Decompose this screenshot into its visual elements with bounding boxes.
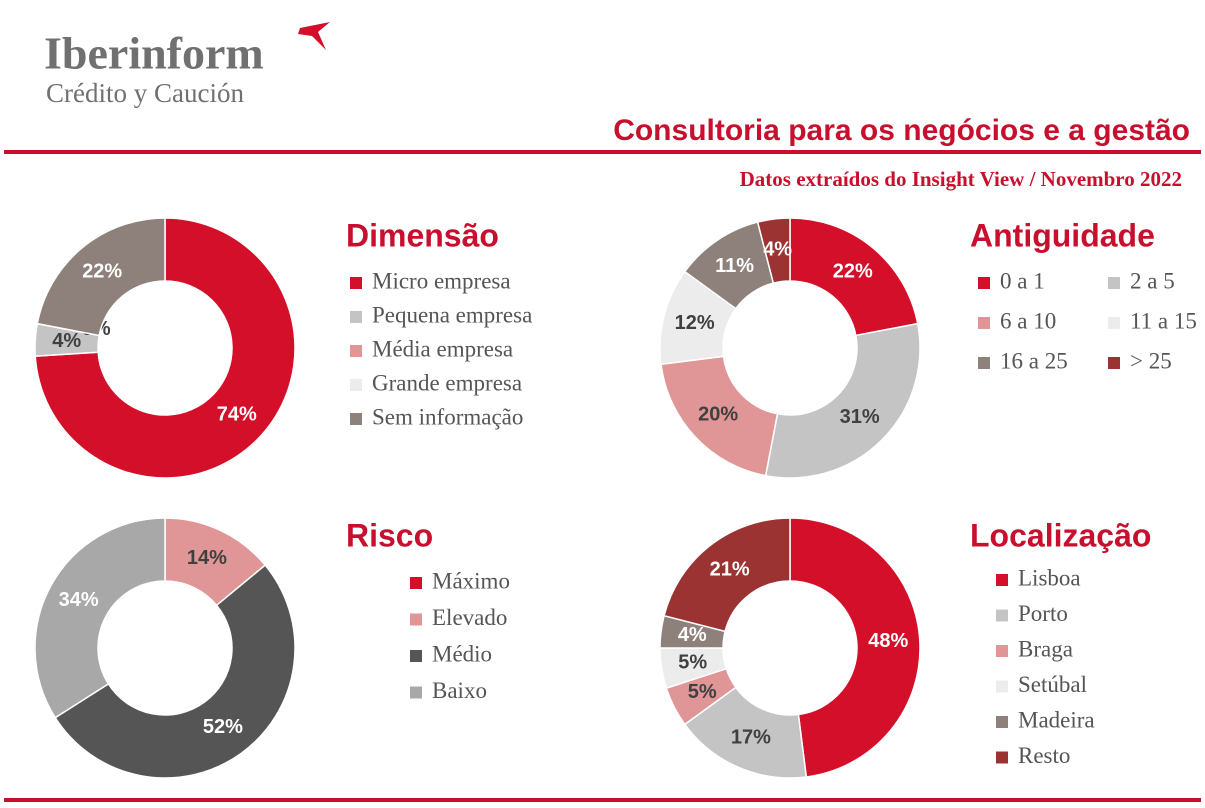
data-label: 5% — [688, 681, 717, 703]
legend-swatch — [978, 277, 990, 289]
donut-slice — [789, 517, 921, 778]
legend-label: Pequena empresa — [372, 302, 532, 327]
legend-label: Máximo — [432, 568, 510, 593]
legend-swatch — [410, 686, 422, 699]
legend-label: Porto — [1018, 601, 1068, 626]
donut-slice — [34, 217, 296, 479]
legend-label: Resto — [1018, 743, 1070, 768]
legend-swatch — [996, 609, 1008, 622]
data-label: 5% — [678, 652, 707, 674]
chart-title: Antiguidade — [970, 217, 1155, 253]
data-label: 4% — [52, 330, 81, 352]
data-label: 4% — [763, 239, 792, 261]
legend-swatch — [996, 574, 1008, 586]
data-label: 17% — [731, 727, 771, 749]
data-label: 22% — [82, 260, 122, 282]
legend-label: Médio — [432, 641, 492, 666]
legend-swatch — [350, 413, 362, 425]
chart-title: Dimensão — [346, 217, 499, 253]
donut-slice — [54, 564, 296, 779]
data-label: 31% — [840, 406, 880, 428]
legend-label: Braga — [1018, 636, 1073, 661]
chart-title: Risco — [346, 517, 433, 553]
legend-label: Baixo — [432, 678, 487, 703]
data-label: 74% — [217, 404, 257, 426]
data-label: 52% — [203, 716, 243, 738]
data-label: 11% — [715, 255, 754, 277]
data-label: 14% — [187, 547, 227, 569]
data-label: 12% — [675, 312, 715, 334]
data-label: 4% — [678, 624, 707, 646]
legend-label: Micro empresa — [372, 268, 511, 293]
legend-swatch — [978, 357, 990, 369]
data-label: 34% — [59, 589, 99, 611]
donut-slice — [660, 355, 779, 477]
legend-swatch — [350, 311, 362, 323]
legend-swatch — [996, 645, 1008, 657]
legend-swatch — [996, 680, 1008, 693]
legend-swatch — [978, 317, 990, 329]
legend-swatch — [410, 650, 422, 662]
footer-rule — [4, 798, 1201, 802]
legend-label: 0 a 1 — [1000, 268, 1045, 293]
logo-icon — [298, 22, 330, 50]
legend-label: 6 a 10 — [1000, 308, 1056, 333]
legend-swatch — [350, 277, 362, 289]
legend-label: Elevado — [432, 605, 507, 630]
legend-label: 11 a 15 — [1130, 308, 1197, 333]
legend-label: Lisboa — [1018, 565, 1081, 590]
donut-slice — [36, 217, 166, 337]
data-label: 22% — [833, 260, 873, 282]
legend-swatch — [1108, 277, 1120, 289]
logo: Iberinform — [44, 28, 264, 79]
legend-swatch — [350, 379, 362, 391]
legend-label: Setúbal — [1018, 672, 1087, 697]
legend-label: 2 a 5 — [1130, 268, 1175, 293]
data-label: 20% — [698, 404, 738, 426]
donut-slice — [789, 217, 919, 337]
page-subtitle: Datos extraídos do Insight View / Novemb… — [740, 167, 1182, 191]
logo-tagline: Crédito y Caución — [46, 78, 244, 108]
data-label: 48% — [868, 630, 908, 652]
legend-label: Sem informação — [372, 404, 523, 429]
legend-swatch — [410, 577, 422, 589]
donut-slice — [34, 517, 166, 719]
data-label: 21% — [710, 558, 750, 580]
legend-swatch — [350, 345, 362, 357]
legend-swatch — [996, 751, 1008, 764]
legend-label: > 25 — [1130, 348, 1172, 373]
legend-label: Grande empresa — [372, 370, 522, 395]
donut-slice — [756, 217, 791, 285]
legend-swatch — [1108, 357, 1120, 369]
legend-swatch — [410, 613, 422, 626]
legend-label: 16 a 25 — [1000, 348, 1068, 373]
donut-slice — [764, 322, 921, 479]
chart-title: Localização — [970, 517, 1151, 553]
legend-label: Madeira — [1018, 707, 1095, 732]
legend-label: Média empresa — [372, 336, 513, 361]
header-rule — [4, 150, 1201, 154]
page-title: Consultoria para os negócios e a gestão — [613, 114, 1190, 147]
legend-swatch — [996, 716, 1008, 728]
donut-slice — [663, 517, 791, 633]
legend-swatch — [1108, 317, 1120, 329]
